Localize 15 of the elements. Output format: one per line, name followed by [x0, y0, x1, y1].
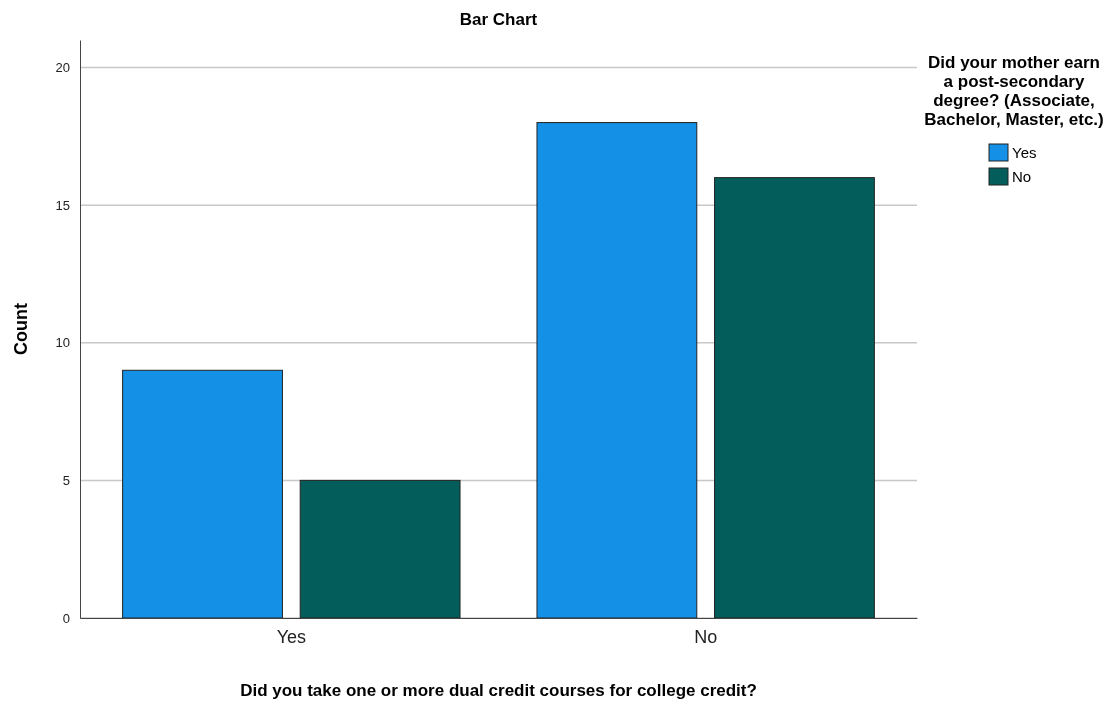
legend-label: No [1012, 168, 1032, 185]
chart-title: Bar Chart [459, 10, 538, 29]
y-axis-title: Count [11, 303, 31, 355]
x-axis-title: Did you take one or more dual credit courses for college credit? [240, 681, 757, 700]
bar [299, 479, 461, 619]
legend-label: Yes [1012, 144, 1037, 161]
y-tick-label: 20 [55, 60, 70, 76]
bar [714, 177, 875, 619]
bar [122, 369, 283, 619]
y-tick-label: 0 [62, 610, 70, 626]
y-tick-label: 15 [55, 197, 70, 213]
y-tick-label: 10 [55, 335, 70, 351]
y-tick-label: 5 [62, 473, 70, 489]
legend-title: Did your mother earn a post-secondary degree? (Associate, Bachelor, Master, etc.) [924, 53, 1104, 129]
bar [536, 122, 698, 619]
